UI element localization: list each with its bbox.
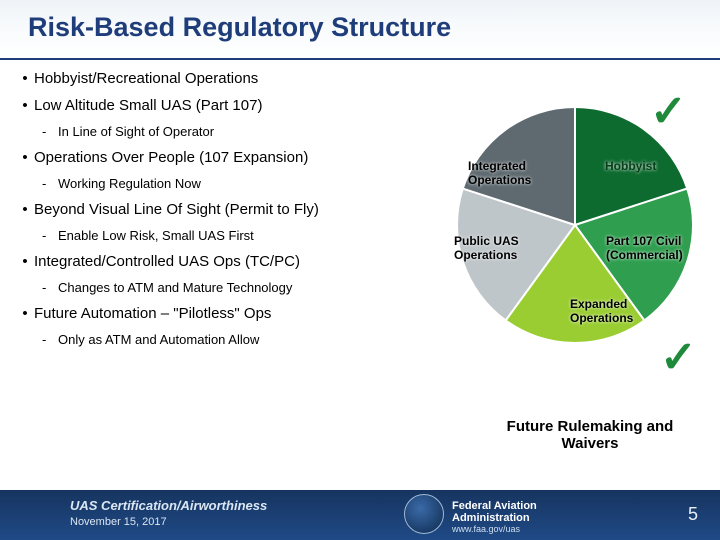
footer-title: UAS Certification/Airworthiness (70, 498, 267, 513)
checkmark-icon: ✓ (660, 332, 697, 383)
bullet-list: •Hobbyist/Recreational Operations •Low Al… (16, 70, 446, 357)
bullet-l1: •Beyond Visual Line Of Sight (Permit to … (16, 201, 446, 218)
bullet-l2: -Changes to ATM and Mature Technology (42, 280, 446, 295)
bullet-l2-text: Changes to ATM and Mature Technology (58, 280, 292, 295)
pie-slice-label: Hobbyist (605, 160, 700, 174)
bullet-l1-text: Hobbyist/Recreational Operations (34, 70, 258, 87)
pie-slice-label: Part 107 Civil (Commercial) (606, 235, 701, 263)
bullet-l1: •Operations Over People (107 Expansion) (16, 149, 446, 166)
bullet-l2-text: Only as ATM and Automation Allow (58, 332, 259, 347)
bullet-l2: -Only as ATM and Automation Allow (42, 332, 446, 347)
checkmark-icon: ✓ (650, 86, 687, 137)
bullet-l1: •Integrated/Controlled UAS Ops (TC/PC) (16, 253, 446, 270)
bullet-l2-text: Enable Low Risk, Small UAS First (58, 228, 254, 243)
bullet-l1-text: Operations Over People (107 Expansion) (34, 149, 308, 166)
bullet-l2: -Enable Low Risk, Small UAS First (42, 228, 446, 243)
bullet-l1-text: Integrated/Controlled UAS Ops (TC/PC) (34, 253, 300, 270)
bullet-l2-text: In Line of Sight of Operator (58, 124, 214, 139)
pie-slice-label: Public UAS Operations (454, 235, 549, 263)
footer-url: www.faa.gov/uas (452, 524, 520, 534)
bullet-l1-text: Beyond Visual Line Of Sight (Permit to F… (34, 201, 319, 218)
bullet-l2-text: Working Regulation Now (58, 176, 201, 191)
bullet-l1: •Low Altitude Small UAS (Part 107) (16, 97, 446, 114)
bullet-l2: -Working Regulation Now (42, 176, 446, 191)
pie-chart: Hobbyist Part 107 Civil (Commercial) Expan… (450, 100, 700, 350)
slide-title: Risk-Based Regulatory Structure (28, 12, 451, 43)
page-number: 5 (688, 504, 698, 525)
bullet-l1-text: Future Automation – "Pilotless" Ops (34, 305, 271, 322)
bullet-l1-text: Low Altitude Small UAS (Part 107) (34, 97, 262, 114)
bullet-l2: -In Line of Sight of Operator (42, 124, 446, 139)
footer-bar: UAS Certification/Airworthiness November… (0, 490, 720, 540)
pie-slice-label: Expanded Operations (570, 298, 665, 326)
faa-seal-icon (404, 494, 444, 534)
bullet-l1: •Hobbyist/Recreational Operations (16, 70, 446, 87)
footer-date: November 15, 2017 (70, 516, 167, 528)
pie-slice-label: Integrated Operations (468, 160, 563, 188)
future-caption: Future Rulemaking and Waivers (490, 418, 690, 453)
footer-org-text: Federal AviationAdministration (452, 500, 537, 524)
footer-org: Federal AviationAdministration (452, 500, 537, 524)
bullet-l1: •Future Automation – "Pilotless" Ops (16, 305, 446, 322)
